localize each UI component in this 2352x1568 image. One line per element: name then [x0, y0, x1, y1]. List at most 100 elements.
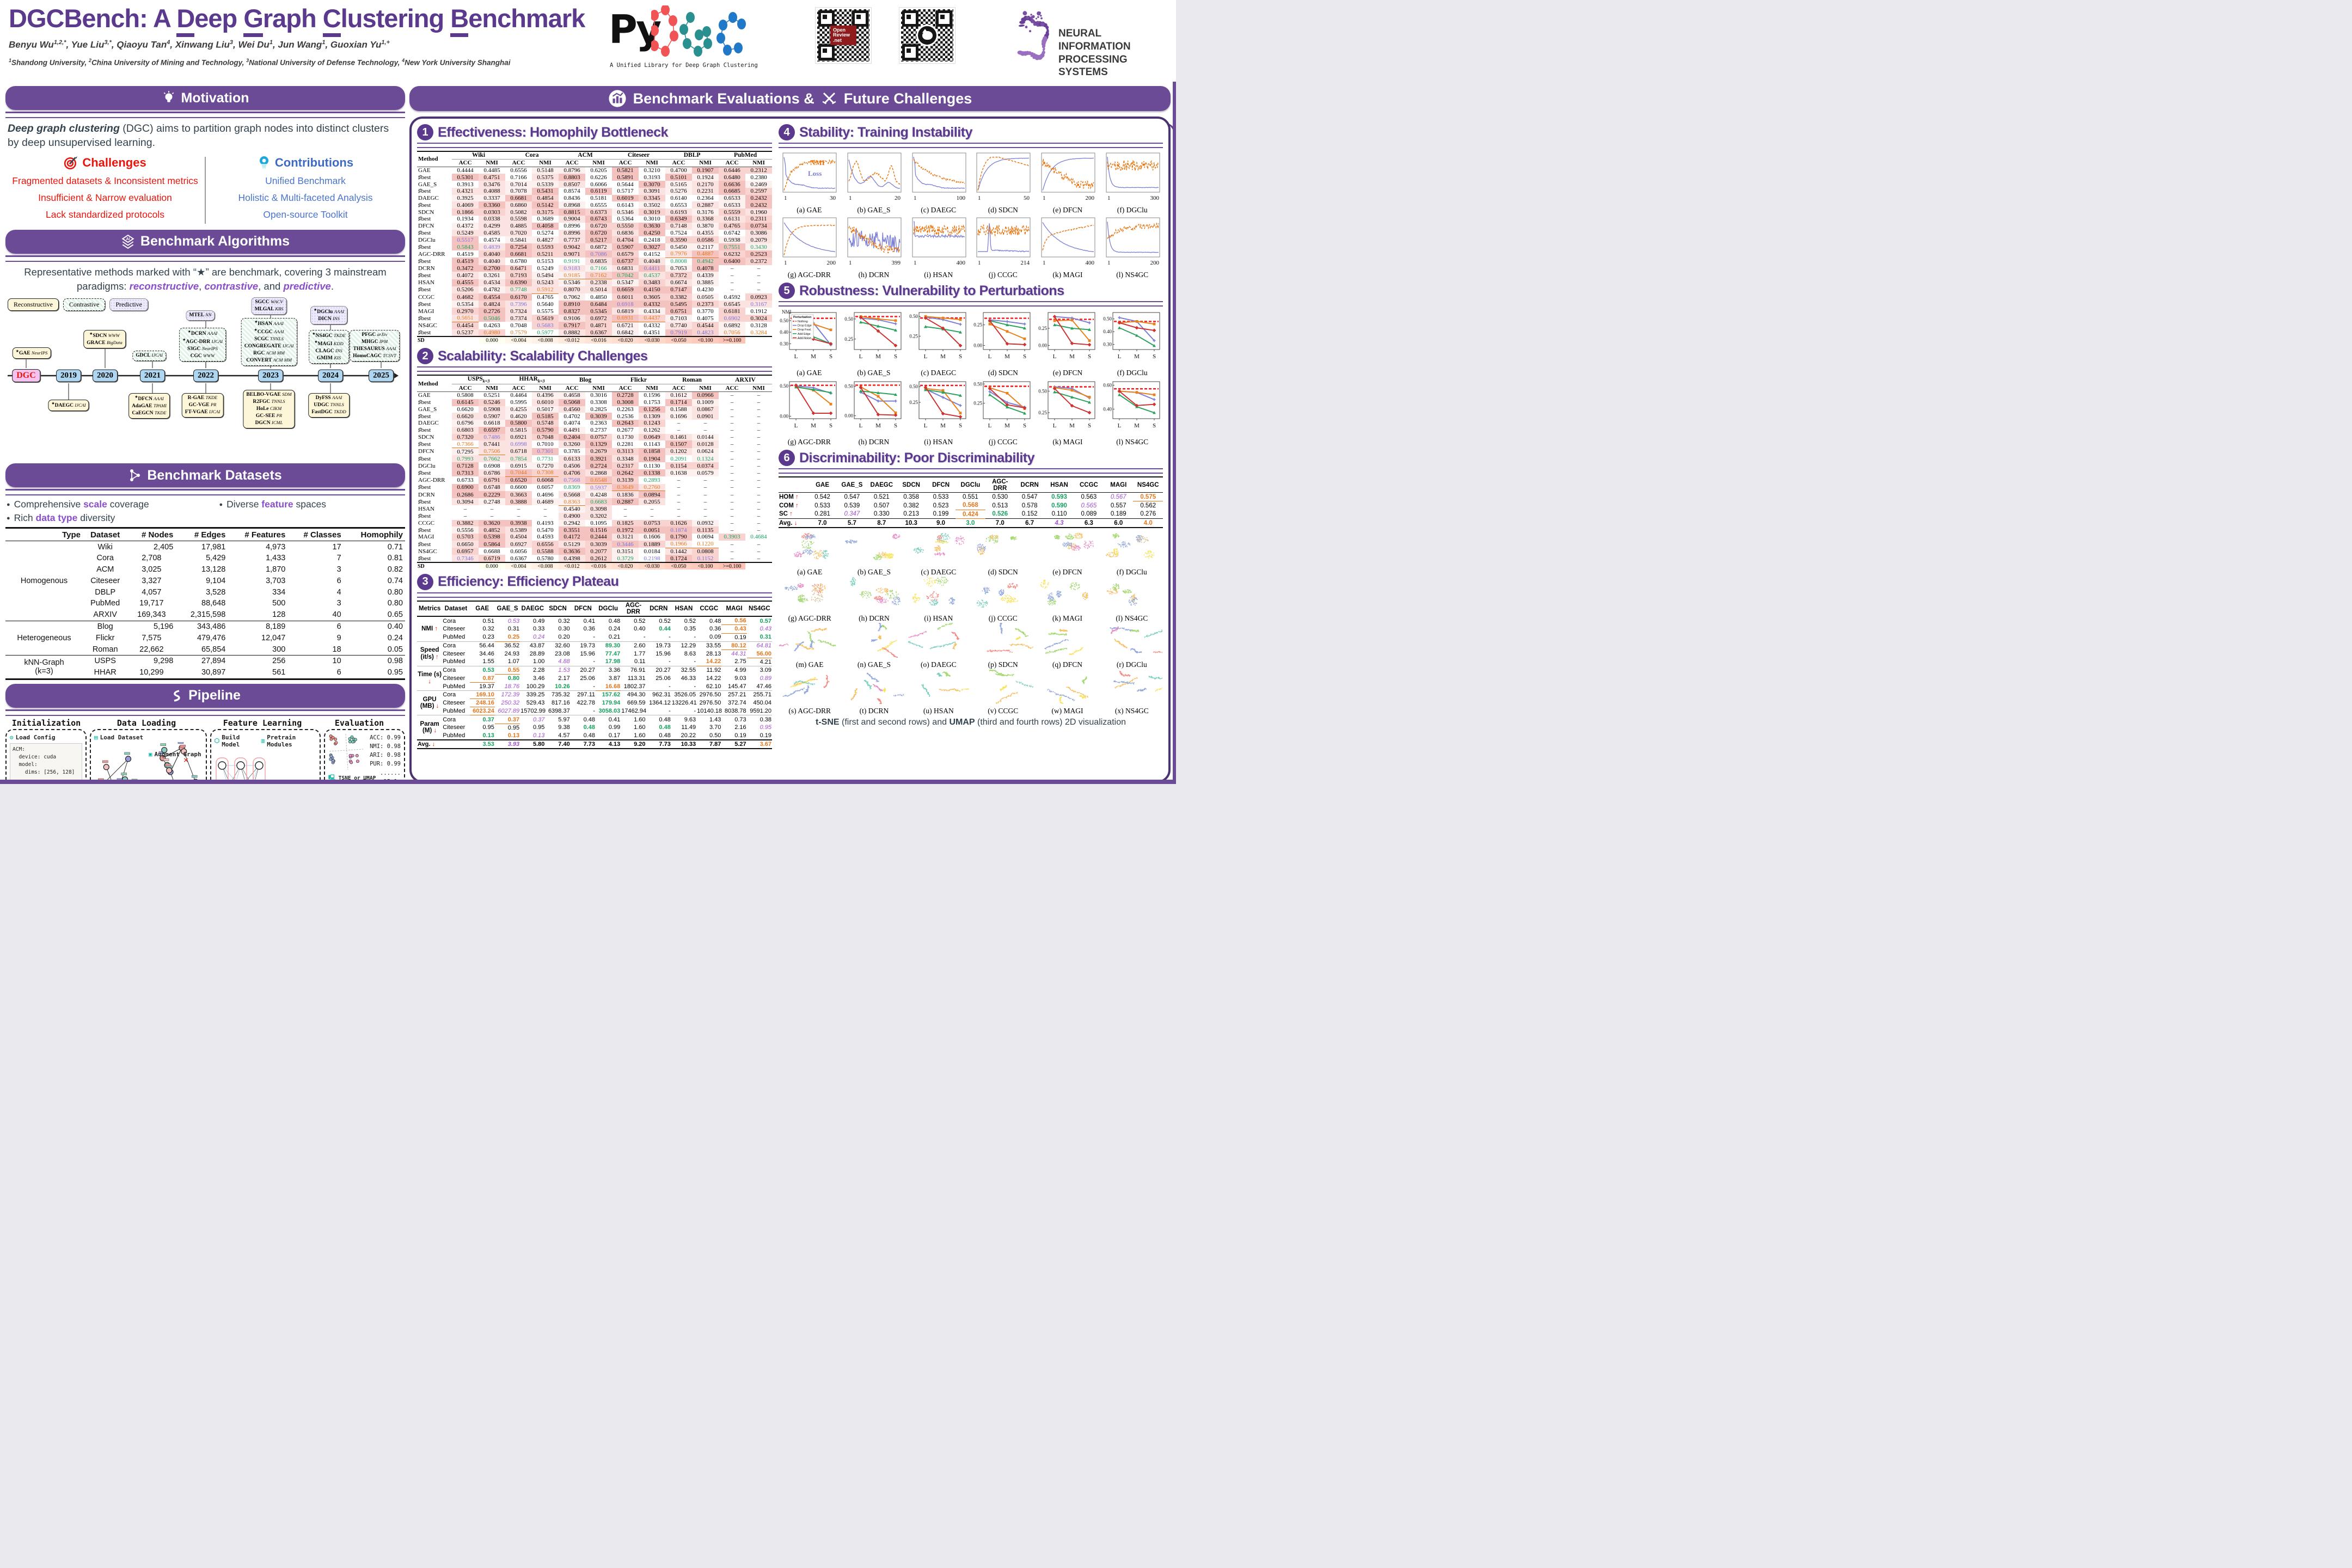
efficiency-value: 0.73 — [734, 716, 746, 723]
benchmark-value: 0.1130 — [639, 462, 665, 470]
method-name: NS4GC — [418, 322, 437, 329]
evaluations-card: 1 Effectiveness: Homophily Bottleneck Met… — [409, 117, 1176, 783]
benchmark-value: 0.6860 — [505, 201, 532, 209]
column-header: NS4GC — [749, 605, 770, 612]
method-name: DFCN — [418, 448, 434, 455]
column-header: GAE_S — [841, 481, 863, 488]
benchmark-value: 0.7162 — [585, 272, 612, 280]
dataset-value: 2,405 — [154, 542, 174, 552]
evaluations-right: 4 Stability: Training Instability NMI Loss… — [770, 123, 1176, 777]
benchmark-value: – — [757, 548, 761, 555]
benchmark-value: 0.5907 — [612, 243, 639, 250]
benchmark-value: 0.4900 — [559, 512, 585, 520]
svg-text:L: L — [1053, 422, 1057, 429]
benchmark-value: – — [677, 427, 681, 434]
discriminability-value: 0.330 — [873, 511, 890, 518]
benchmark-value: – — [703, 491, 707, 498]
dataset-value: 4,973 — [266, 542, 286, 552]
benchmark-value: 0.7854 — [505, 455, 532, 463]
discriminability-value: 0.152 — [1021, 511, 1038, 518]
efficiency-value: 0.53 — [507, 617, 520, 624]
umap-scatter — [972, 622, 1034, 658]
efficiency-value: 3526.05 — [674, 691, 696, 699]
benchmark-value: 0.3261 — [479, 272, 506, 279]
column-header: Dataset — [444, 605, 468, 612]
svg-text:L: L — [859, 353, 863, 360]
sd-label: SD — [418, 563, 425, 569]
stability-plot: 1 214 — [973, 216, 1033, 268]
benchmark-value: – — [677, 506, 681, 513]
robustness-plot-cell: 0.50 0.25 L M S (i) HSAN — [908, 378, 969, 446]
benchmark-value: 0.6972 — [585, 314, 612, 322]
benchmark-value: 0.3284 — [745, 329, 773, 337]
benchmark-value: – — [730, 541, 734, 548]
method-name: DGClu — [418, 236, 436, 243]
algorithms-title: Benchmark Algorithms — [140, 234, 290, 249]
benchmark-value: 0.6918 — [612, 301, 639, 308]
benchmark-value: 0.2404 — [559, 433, 585, 441]
method-name: SDCN — [418, 209, 434, 216]
benchmark-value: 0.3921 — [585, 455, 612, 463]
benchmark-value: 0.7919 — [665, 329, 693, 337]
benchmark-value: – — [757, 399, 761, 406]
benchmark-value: – — [730, 455, 734, 462]
dataset-value: 3,528 — [206, 587, 226, 597]
plot-label: (i) HSAN — [924, 438, 953, 446]
efficiency-value: - — [669, 708, 671, 715]
dataset-value: 0.05 — [387, 645, 403, 654]
dataset-row: Citeseer 3,327 9,104 3,703 6 0.74 — [5, 575, 405, 587]
efficiency-value: 962.31 — [652, 691, 671, 699]
dataset-label: PubMed — [443, 708, 465, 715]
benchmark-value: 0.6737 — [612, 258, 639, 265]
svg-text:1: 1 — [914, 260, 917, 266]
method-entry: MLGAL KBS — [254, 306, 284, 313]
benchmark-value: 0.6010 — [532, 399, 559, 406]
benchmark-value: 0.2263 — [612, 406, 639, 413]
benchmark-value: 0.4765 — [532, 293, 559, 301]
benchmark-value: 0.6751 — [665, 308, 693, 315]
benchmark-value: 0.2432 — [745, 194, 773, 202]
efficiency-value: 2.16 — [734, 724, 746, 731]
efficiency-value: 5.97 — [558, 716, 570, 723]
benchmark-value: 0.4398 — [559, 555, 585, 563]
efficiency-value: 250.32 — [501, 700, 520, 707]
build-model-icon: ⬡ — [214, 737, 220, 745]
svg-text:S: S — [894, 353, 897, 360]
benchmark-value: 0.1309 — [639, 413, 665, 420]
efficiency-value: 1.55 — [482, 658, 494, 665]
benchmark-value: 0.7078 — [505, 187, 532, 195]
benchmark-value: – — [757, 279, 761, 286]
robustness-title: Robustness: Vulnerability to Perturbatio… — [799, 283, 1064, 298]
benchmark-value: 0.6836 — [612, 229, 639, 237]
column-header: DAEGC — [521, 605, 544, 612]
benchmark-value: 0.1009 — [692, 399, 719, 406]
text-span: t-SNE — [816, 718, 840, 727]
benchmark-value: 0.2373 — [692, 301, 719, 308]
benchmark-value: 0.3729 — [612, 555, 639, 563]
avg-value: 10.3 — [905, 519, 917, 526]
benchmark-value: – — [757, 476, 761, 483]
efficiency-row: Citeseer 248.16 250.32 529.43 817.16 422.78 17… — [417, 699, 772, 708]
benchmark-value: 0.2523 — [745, 250, 773, 258]
divider — [5, 709, 405, 716]
efficiency-value: 4.88 — [558, 658, 570, 665]
benchmark-value: 0.6555 — [585, 201, 612, 209]
efficiency-value: - — [694, 683, 696, 690]
section-number: 1 — [417, 124, 433, 140]
efficiency-value: 0.35 — [684, 626, 696, 633]
openreview-qr-code[interactable]: Open Review .net — [815, 7, 872, 64]
qr-eye — [818, 10, 835, 27]
dataset-group-header: HHARk=3 — [505, 375, 559, 385]
github-qr-code[interactable] — [899, 7, 955, 64]
umap-scatter — [1037, 623, 1098, 658]
viz-label: (f) DGClu — [1116, 568, 1147, 577]
dataset-value: 4,057 — [142, 587, 162, 597]
benchmark-value: – — [463, 506, 467, 513]
svg-text:0.30: 0.30 — [780, 341, 789, 346]
timeline-method-box: BELBO-VGAE SDM R2FGC TNNLS HoLe CIKM GC-SEE… — [243, 390, 295, 428]
column-header: # Features — [244, 530, 286, 540]
efficiency-value: 10.26 — [555, 683, 570, 690]
sd-legend-cell: <0.008 — [532, 336, 559, 344]
benchmark-value: 0.0184 — [639, 548, 665, 555]
benchmark-value: 0.0374 — [692, 462, 719, 470]
